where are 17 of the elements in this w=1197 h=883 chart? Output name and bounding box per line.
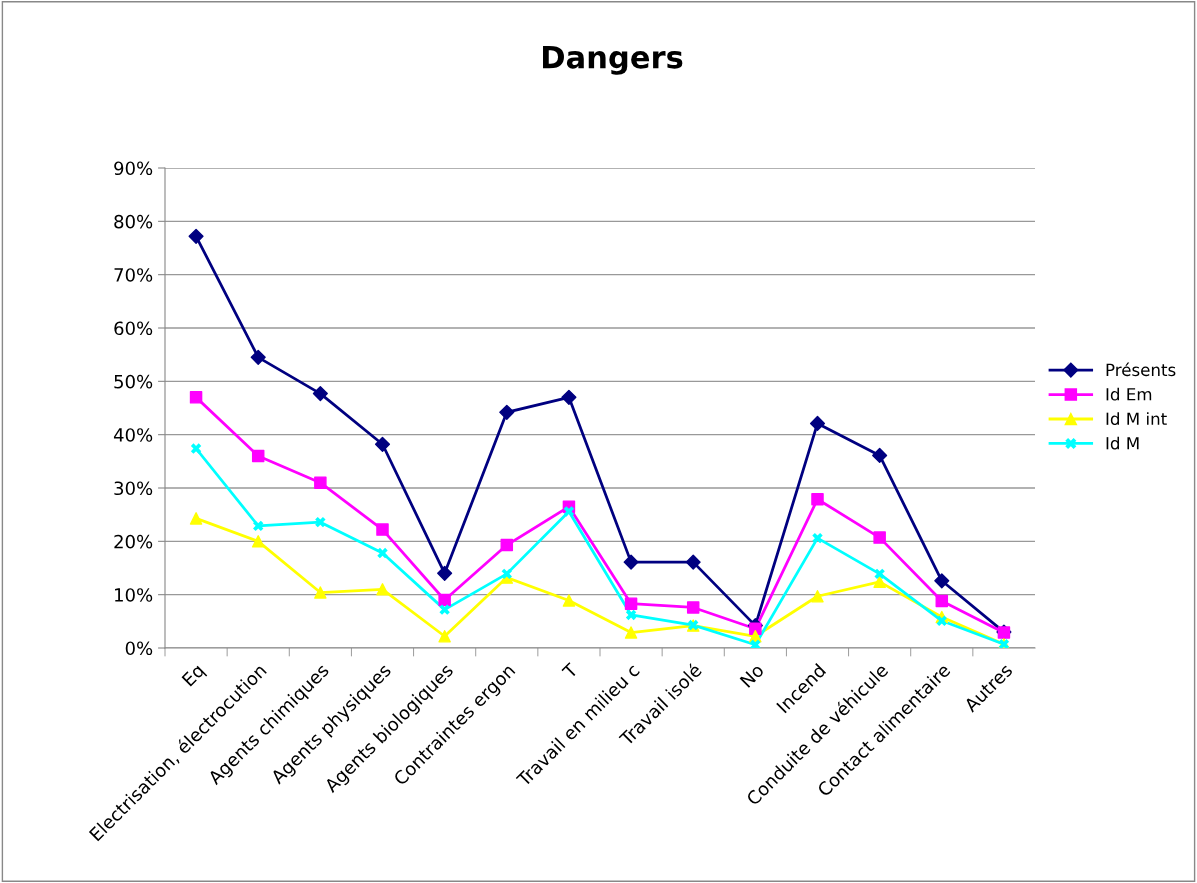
y-tick-label: 0% xyxy=(125,641,153,656)
y-tick-label: 90% xyxy=(114,161,153,176)
chart-title: Dangers xyxy=(543,45,683,75)
legend-label: Id Em xyxy=(1106,387,1152,401)
y-tick-label: 70% xyxy=(114,268,153,282)
x-tick-label: T xyxy=(561,662,579,680)
y-tick-label: 30% xyxy=(114,481,153,496)
y-tick-label: 20% xyxy=(114,534,153,549)
legend-label: Id M int xyxy=(1106,412,1167,426)
legend-label: Présents xyxy=(1106,362,1176,377)
y-tick-label: 80% xyxy=(114,214,153,229)
y-tick-label: 10% xyxy=(115,588,153,602)
legend-label: Id M xyxy=(1106,436,1139,450)
y-tick-label: 40% xyxy=(113,428,153,442)
x-tick-label: No xyxy=(739,662,765,688)
y-tick-label: 50% xyxy=(114,374,153,389)
y-tick-label: 60% xyxy=(114,321,153,336)
